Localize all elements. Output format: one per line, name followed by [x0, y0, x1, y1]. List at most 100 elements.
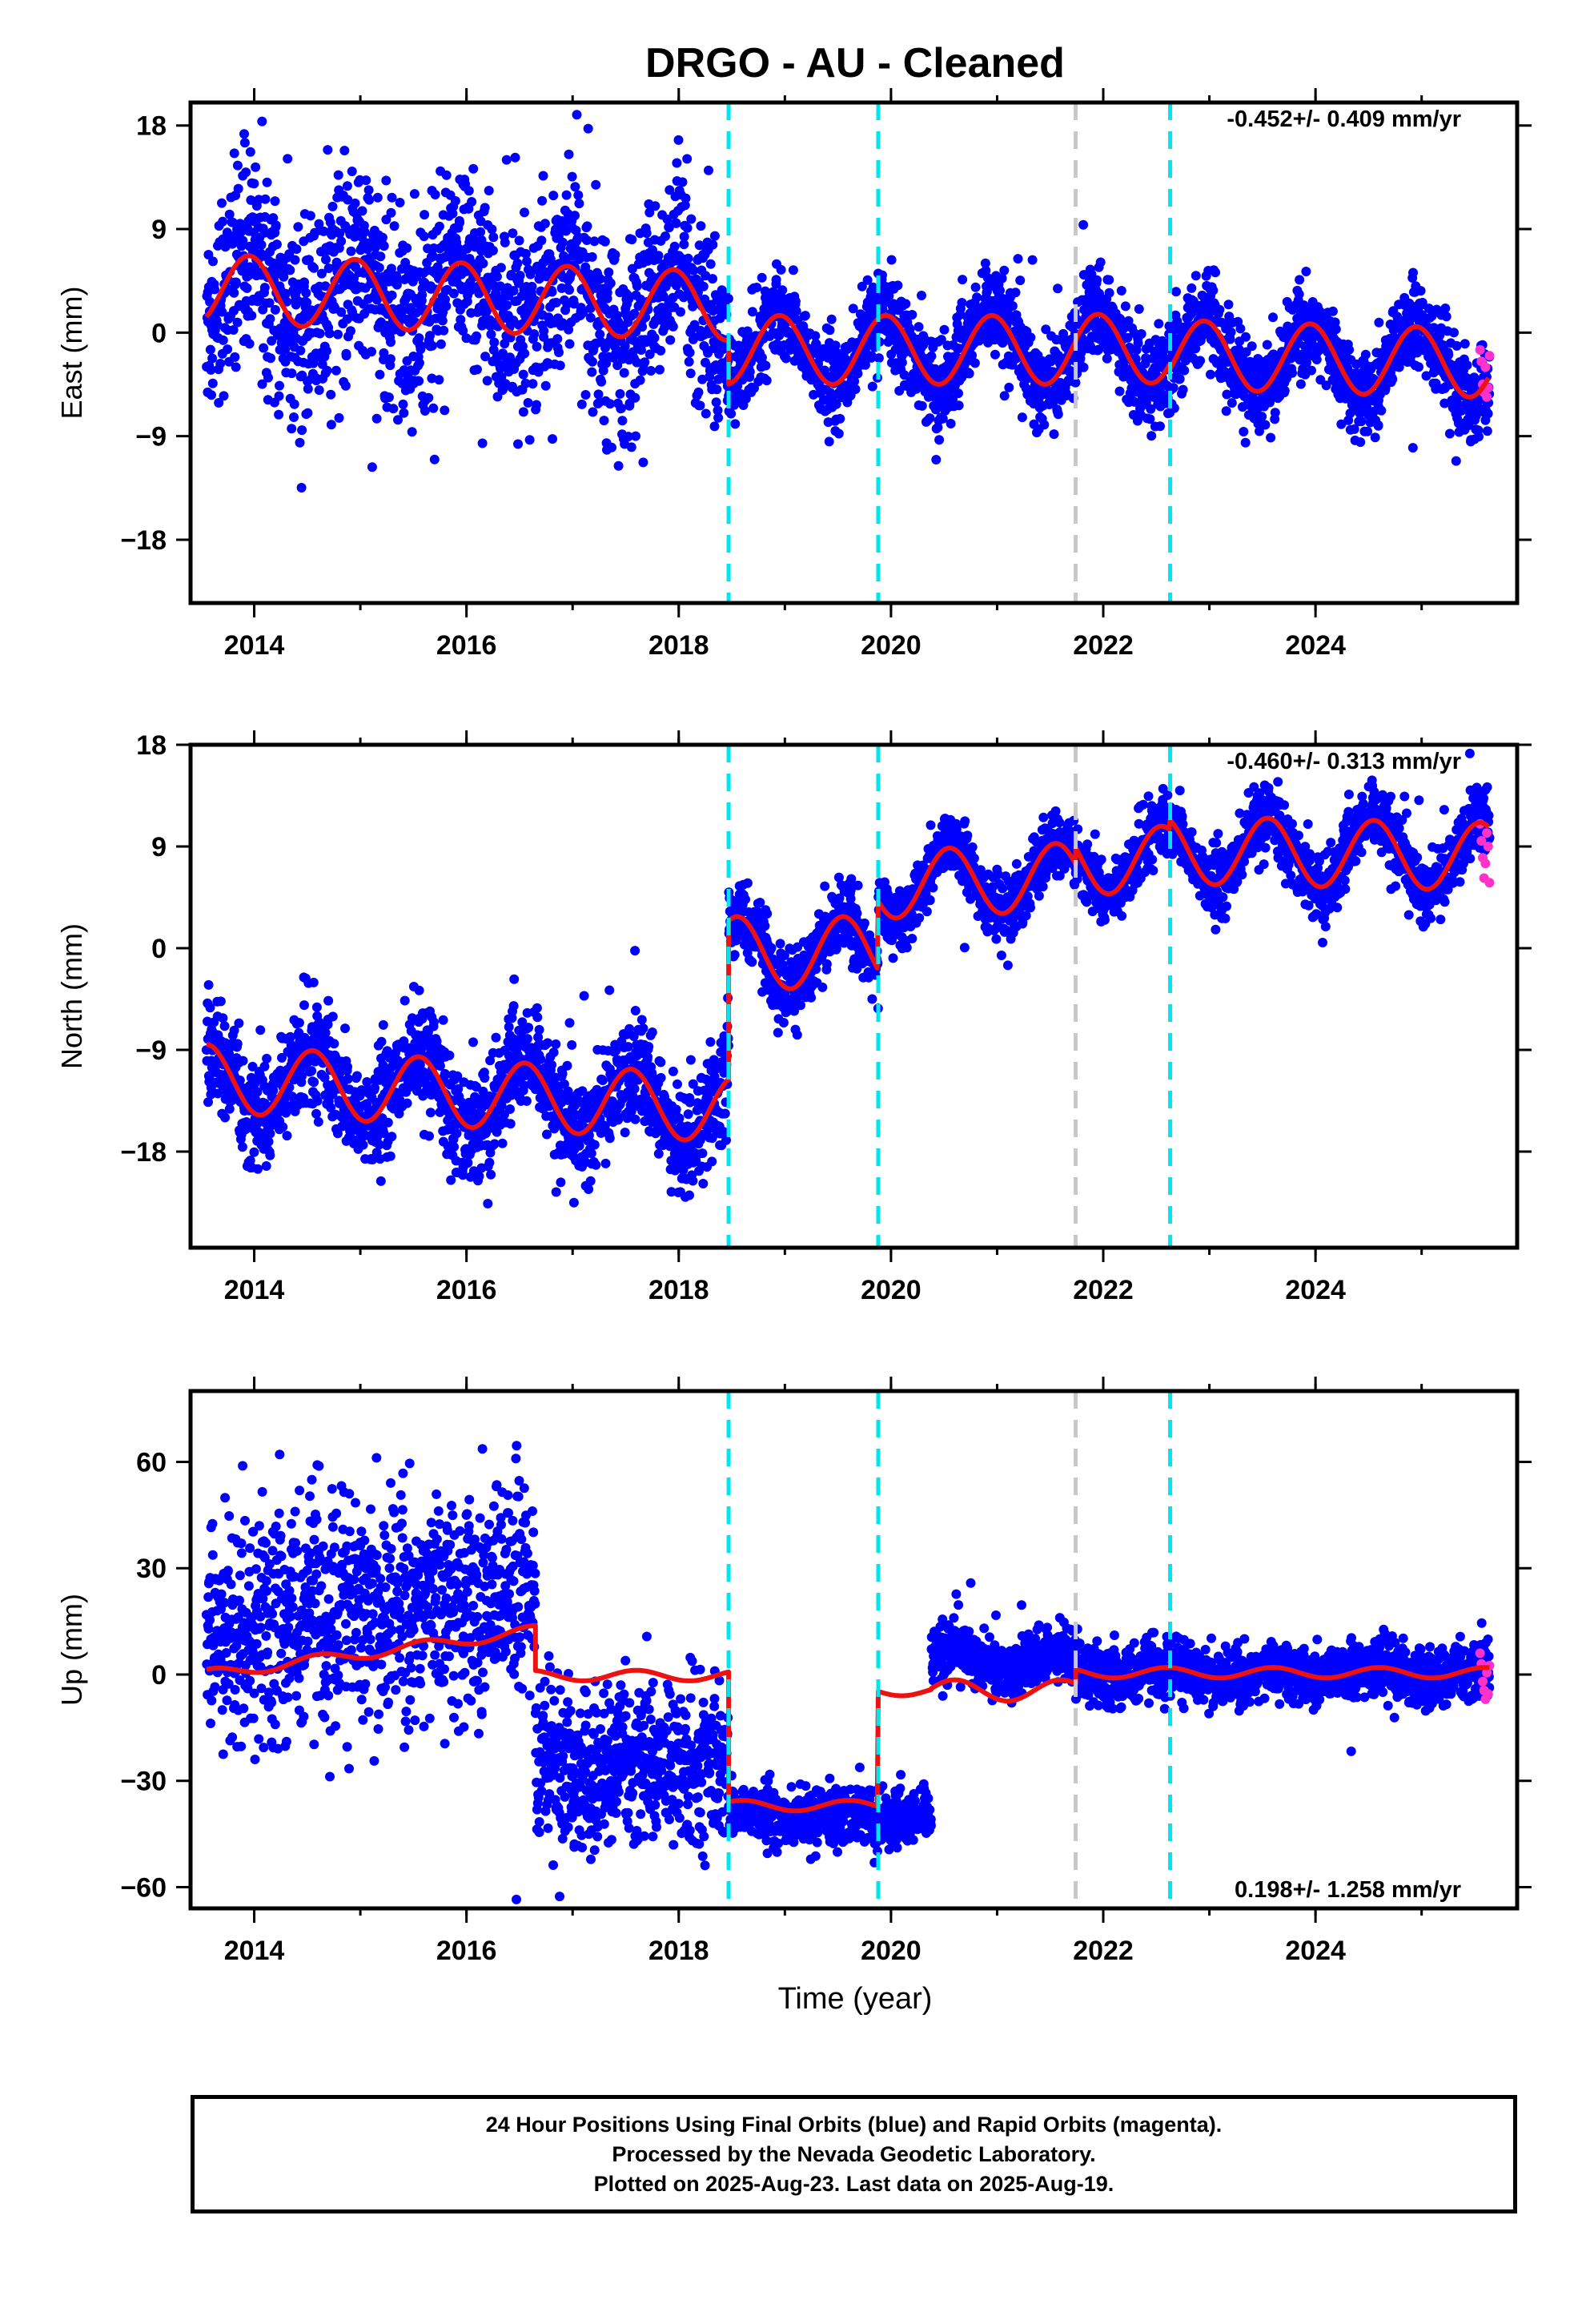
data-point [284, 249, 295, 259]
data-point [1270, 408, 1280, 418]
data-point [525, 269, 536, 279]
data-point [512, 258, 523, 268]
data-point [970, 358, 980, 368]
data-point [477, 438, 488, 448]
data-point [249, 1147, 259, 1157]
data-point [1015, 275, 1026, 286]
data-point [1482, 426, 1492, 436]
data-point [520, 348, 530, 359]
final-orbit-points [202, 110, 1495, 493]
data-point [1268, 312, 1278, 323]
data-point [336, 307, 347, 317]
data-point [320, 1027, 331, 1038]
data-point [726, 408, 737, 419]
data-point [564, 285, 574, 295]
data-point [901, 299, 911, 309]
data-point [1092, 275, 1102, 285]
data-point [1311, 355, 1322, 364]
data-point [529, 329, 540, 340]
data-point [570, 182, 580, 192]
data-point [640, 357, 650, 368]
x-tick-label: 2024 [1285, 630, 1346, 661]
data-point [694, 240, 705, 251]
data-point [990, 349, 1000, 360]
data-point [238, 1055, 248, 1066]
data-point [1474, 432, 1484, 442]
data-point [999, 391, 1010, 401]
data-point [790, 296, 801, 307]
data-point [219, 391, 229, 401]
data-point [917, 291, 926, 300]
data-point [508, 286, 519, 296]
data-point [492, 271, 502, 282]
data-point [1363, 426, 1373, 436]
data-point [340, 380, 351, 391]
data-point [312, 1096, 323, 1106]
data-point [350, 198, 360, 208]
data-point [263, 1136, 274, 1147]
data-point [862, 275, 873, 285]
data-point [1013, 254, 1023, 264]
data-point [1460, 339, 1470, 349]
data-point [510, 152, 520, 163]
data-point [1053, 409, 1063, 420]
data-point [665, 335, 676, 345]
x-tick-label: 2022 [1073, 630, 1134, 661]
data-point [319, 1072, 330, 1083]
data-point [472, 331, 482, 341]
data-point [884, 291, 894, 301]
data-point [1407, 443, 1418, 453]
data-point [698, 281, 709, 292]
data-point [229, 287, 239, 298]
data-point [322, 346, 331, 356]
rate-label: -0.452+/- 0.409 mm/yr [1227, 107, 1461, 132]
data-point [256, 239, 267, 250]
data-point [396, 307, 407, 317]
data-point [1039, 420, 1050, 430]
data-point [1362, 402, 1372, 412]
data-point [1178, 384, 1188, 395]
data-point [826, 314, 837, 324]
data-point [414, 985, 424, 995]
data-point [262, 177, 272, 187]
data-point [1301, 267, 1311, 276]
data-point [379, 348, 389, 358]
data-point [1078, 219, 1089, 230]
data-point [570, 211, 580, 221]
data-point [831, 399, 841, 409]
data-point [218, 335, 228, 345]
data-point [954, 388, 963, 399]
data-point [938, 413, 948, 424]
data-point [866, 351, 877, 361]
data-point [271, 220, 281, 231]
data-point [1374, 317, 1384, 328]
data-point [1041, 324, 1051, 335]
data-point [1134, 304, 1144, 314]
data-point [697, 374, 708, 384]
data-point [393, 415, 403, 425]
data-point [589, 236, 600, 247]
data-point [781, 353, 791, 364]
data-point [207, 390, 216, 400]
data-point [1370, 432, 1380, 443]
data-point [1255, 426, 1264, 436]
data-point [327, 1011, 338, 1022]
data-point [341, 351, 351, 361]
data-point [701, 408, 711, 419]
data-point [708, 274, 717, 284]
data-point [414, 333, 424, 344]
data-point [308, 977, 319, 987]
data-point [1441, 312, 1452, 322]
data-point [1221, 406, 1231, 416]
data-point [295, 437, 305, 448]
data-point [271, 239, 282, 250]
data-point [771, 275, 781, 285]
data-point [302, 297, 312, 308]
data-point [235, 1076, 245, 1085]
data-point [441, 301, 452, 312]
data-point [596, 376, 607, 387]
data-point [218, 1013, 228, 1023]
data-point [1116, 286, 1126, 296]
